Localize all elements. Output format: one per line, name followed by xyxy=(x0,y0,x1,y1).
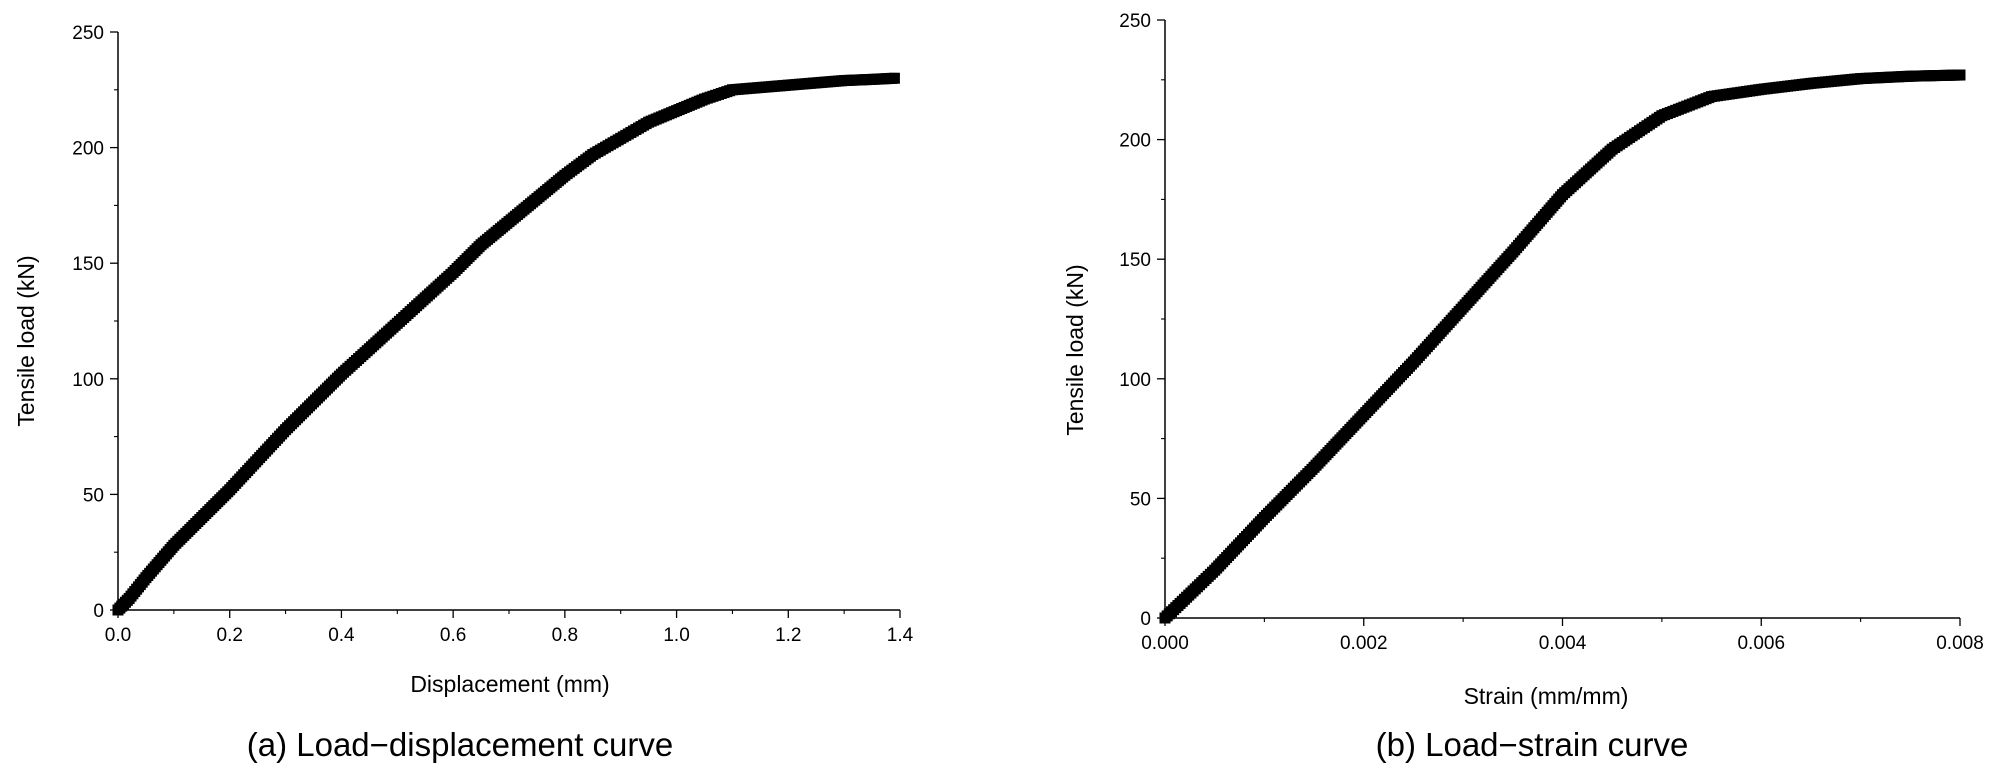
y-tick-label-b: 250 xyxy=(1119,11,1151,32)
plot-area-b: 0.000 0.002 0.004 0.006 0.008 0 50 100 150 200 250 xyxy=(1119,11,1983,654)
y-axis-title-b: Tensile load (kN) xyxy=(1062,264,1088,435)
x-tick-label-a: 1.2 xyxy=(775,625,801,646)
series-markers-b xyxy=(1159,69,1966,624)
x-tick-label-a: 0.4 xyxy=(328,625,355,646)
caption-b: (b) Load−strain curve xyxy=(1376,726,1689,763)
x-tick-label-a: 0.6 xyxy=(440,625,466,646)
x-tick-label-b: 0.002 xyxy=(1340,633,1388,654)
y-tick-label-b: 0 xyxy=(1140,609,1151,630)
x-tick-label-b: 0.008 xyxy=(1936,633,1984,654)
plot-area-a: 0.0 0.2 0.4 0.6 0.8 1.0 1.2 1.4 0 50 100 150 200 250 xyxy=(72,23,913,646)
x-tick-label-b: 0.006 xyxy=(1737,633,1785,654)
y-tick-label-b: 200 xyxy=(1119,131,1151,152)
x-tick-label-b: 0.004 xyxy=(1539,633,1587,654)
y-tick-label-a: 100 xyxy=(72,370,104,391)
chart-load-strain: 0.000 0.002 0.004 0.006 0.008 0 50 100 150 200 250… xyxy=(1062,11,1984,763)
chart-load-displacement: 0.0 0.2 0.4 0.6 0.8 1.0 1.2 1.4050100150200250 … xyxy=(13,23,914,763)
y-tick-label-a: 150 xyxy=(72,254,104,275)
caption-a: (a) Load−displacement curve xyxy=(247,726,674,763)
x-tick-label-a: 1.4 xyxy=(887,625,914,646)
y-tick-label-b: 50 xyxy=(1130,489,1151,510)
y-tick-label-a: 0 xyxy=(93,601,104,622)
data-point xyxy=(888,72,900,84)
data-point xyxy=(1954,69,1966,81)
x-tick-label-a: 0.2 xyxy=(217,625,243,646)
x-tick-label-a: 1.0 xyxy=(663,625,689,646)
x-axis-title-b: Strain (mm/mm) xyxy=(1464,683,1629,709)
y-tick-label-b: 100 xyxy=(1119,370,1151,391)
y-tick-label-a: 50 xyxy=(83,485,104,506)
y-tick-label-a: 200 xyxy=(72,139,104,160)
x-axis-title-a: Displacement (mm) xyxy=(410,671,609,697)
y-tick-label-b: 150 xyxy=(1119,250,1151,271)
x-tick-label-b: 0.000 xyxy=(1141,633,1189,654)
x-tick-label-a: 0.8 xyxy=(552,625,578,646)
series-markers-a xyxy=(112,72,900,616)
y-tick-label-a: 250 xyxy=(72,23,104,44)
x-tick-label-a: 0.0 xyxy=(105,625,131,646)
y-axis-title-a: Tensile load (kN) xyxy=(13,255,39,426)
